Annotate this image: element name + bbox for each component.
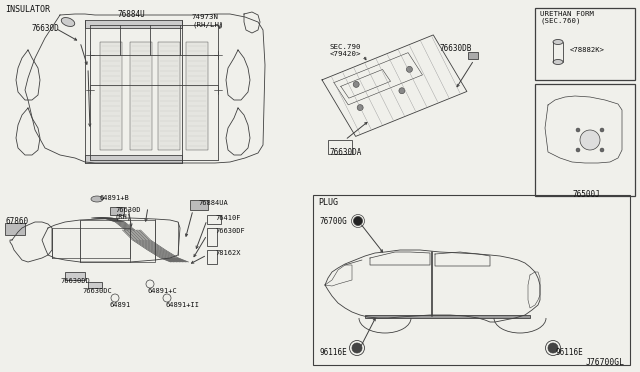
Bar: [158, 42, 180, 150]
Ellipse shape: [91, 196, 103, 202]
Bar: [535, 84, 635, 196]
Bar: [313, 195, 630, 365]
Circle shape: [576, 128, 580, 132]
Bar: [468, 52, 478, 59]
Text: 74973N
(RH/LH): 74973N (RH/LH): [192, 14, 223, 28]
Circle shape: [353, 217, 362, 225]
Polygon shape: [85, 20, 182, 28]
Text: PLUG: PLUG: [318, 198, 338, 207]
Bar: [328, 140, 352, 154]
Circle shape: [406, 66, 412, 73]
Text: 64891+B: 64891+B: [100, 195, 130, 201]
Text: <78882K>: <78882K>: [570, 47, 605, 53]
Text: INSULATOR: INSULATOR: [5, 5, 50, 14]
Text: 76630DB: 76630DB: [440, 44, 472, 53]
Text: 64891: 64891: [110, 302, 131, 308]
Text: 96116E: 96116E: [555, 348, 583, 357]
Text: 76884UA: 76884UA: [198, 200, 228, 206]
Text: 67860: 67860: [5, 217, 28, 226]
Text: 76630DA: 76630DA: [330, 148, 362, 157]
Circle shape: [399, 88, 405, 94]
Text: 76500J: 76500J: [572, 190, 600, 199]
Circle shape: [600, 128, 604, 132]
Bar: [186, 42, 208, 150]
Bar: [88, 282, 102, 288]
Circle shape: [353, 81, 359, 87]
Bar: [5, 223, 25, 235]
Circle shape: [580, 130, 600, 150]
Text: URETHAN FORM
(SEC.760): URETHAN FORM (SEC.760): [540, 11, 594, 25]
Circle shape: [576, 148, 580, 152]
Bar: [535, 8, 635, 80]
Bar: [207, 215, 221, 224]
Text: 76630D
(RH): 76630D (RH): [115, 207, 141, 221]
Ellipse shape: [553, 60, 563, 64]
Polygon shape: [85, 155, 182, 163]
Circle shape: [352, 343, 362, 353]
Bar: [130, 42, 152, 150]
Circle shape: [600, 148, 604, 152]
Text: 96116E: 96116E: [320, 348, 348, 357]
Text: 76700G: 76700G: [320, 217, 348, 226]
Ellipse shape: [61, 17, 75, 26]
Text: 78162X: 78162X: [215, 250, 241, 256]
Text: 76884U: 76884U: [118, 10, 146, 19]
Text: 64891+II: 64891+II: [165, 302, 199, 308]
Text: 76630DF: 76630DF: [215, 228, 244, 234]
Bar: [65, 272, 85, 280]
Polygon shape: [365, 315, 530, 318]
Text: J76700GL: J76700GL: [586, 358, 625, 367]
Bar: [52, 228, 130, 258]
Bar: [190, 200, 208, 210]
Bar: [110, 207, 124, 215]
Ellipse shape: [553, 39, 563, 45]
Text: 76630D: 76630D: [32, 24, 60, 33]
Bar: [80, 220, 155, 262]
Text: 76410F: 76410F: [215, 215, 241, 221]
Text: 64891+C: 64891+C: [148, 288, 178, 294]
Circle shape: [548, 343, 558, 353]
Text: 76630DD: 76630DD: [60, 278, 90, 284]
Text: 76630DC: 76630DC: [82, 288, 112, 294]
Bar: [207, 250, 217, 264]
Bar: [100, 42, 122, 150]
Circle shape: [357, 105, 363, 110]
Bar: [207, 228, 217, 246]
Text: SEC.790
<79420>: SEC.790 <79420>: [330, 44, 362, 57]
